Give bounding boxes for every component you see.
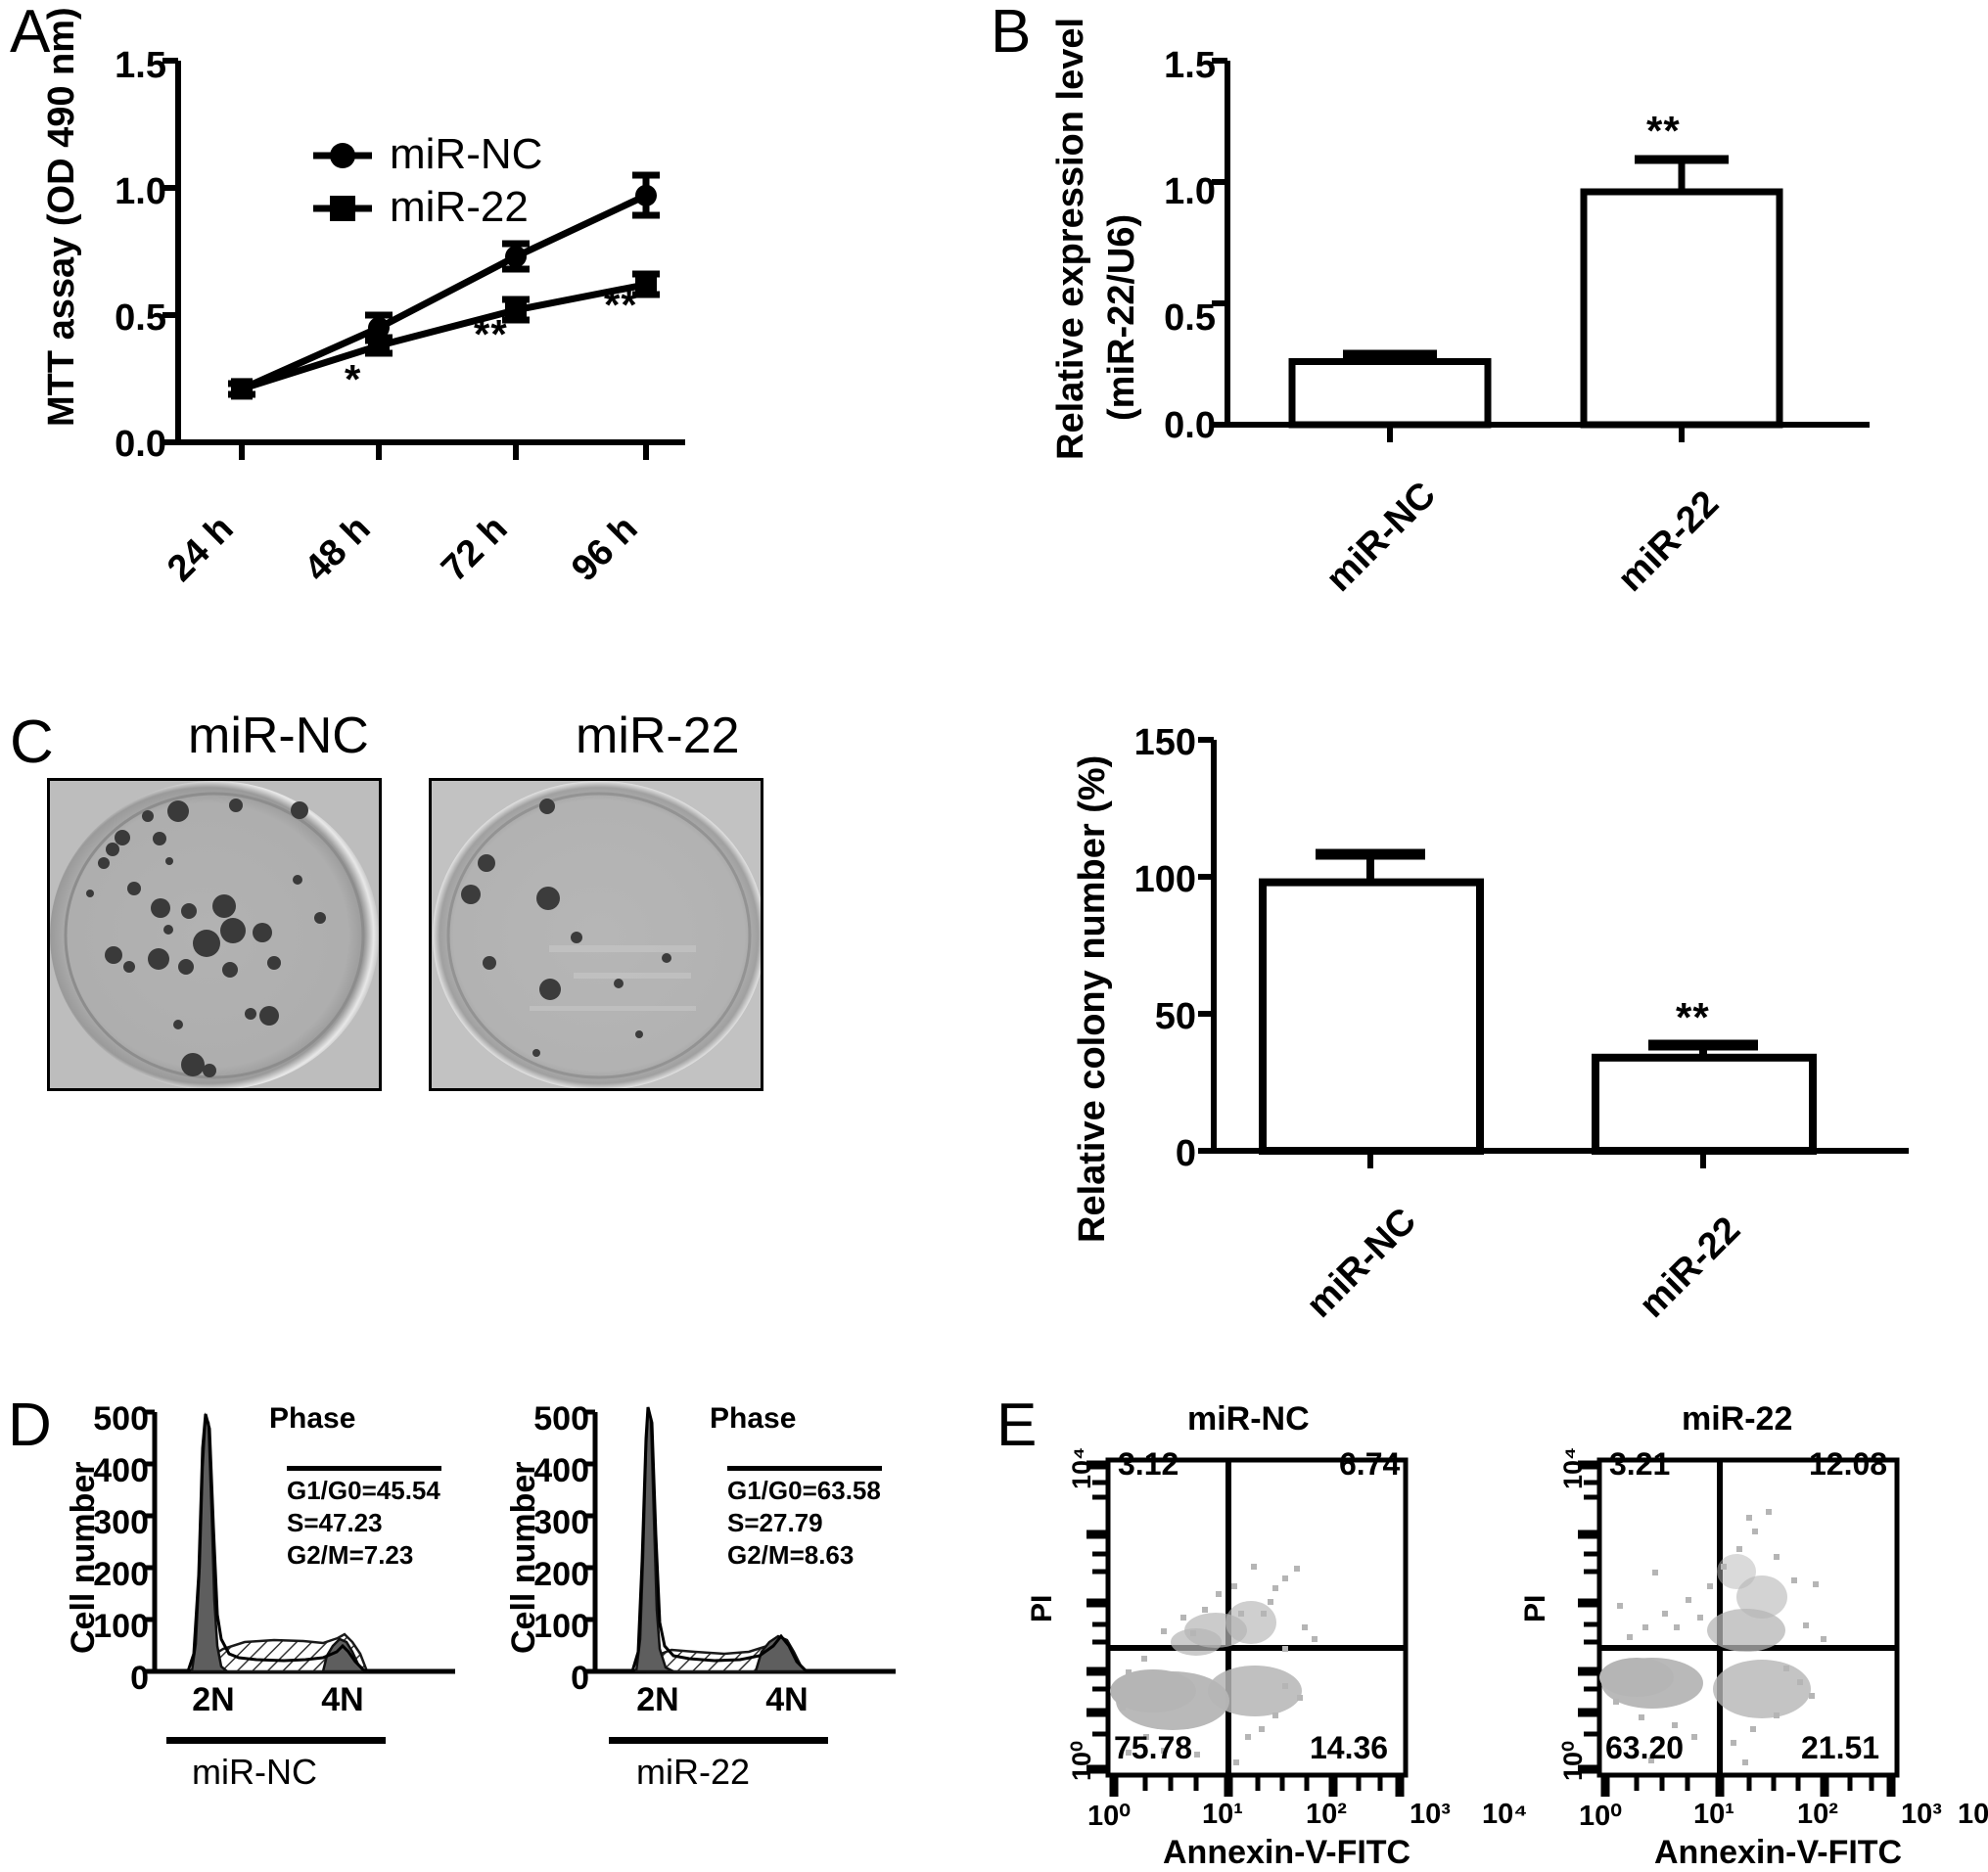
panel-a-significance-48h: * — [345, 356, 362, 402]
panel-d-right-phase-s: S=27.79 — [727, 1508, 823, 1537]
panel-d-left-group-label: miR-NC — [192, 1752, 317, 1792]
panel-b-plot — [1212, 58, 1870, 442]
panel-e-right-scatter — [1578, 1457, 1900, 1797]
panel-d-right-ytick-500: 500 — [533, 1400, 589, 1438]
panel-d-left-phase-title: Phase — [269, 1402, 356, 1435]
panel-e-left-xtick-10e1: 10¹ — [1202, 1799, 1243, 1830]
panel-d-left-xtick-2n: 2N — [192, 1681, 235, 1718]
panel-d-left-histogram — [143, 1409, 455, 1674]
panel-e-left-quadrant-upper-right: 6.74 — [1339, 1446, 1401, 1482]
panel-d-left-phase-g1: G1/G0=45.54 — [287, 1476, 440, 1505]
panel-d-left-xtick-4n: 4N — [321, 1681, 364, 1718]
panel-d-left-phase-divider — [287, 1466, 441, 1471]
panel-b-ytick-1_0: 1.0 — [1164, 171, 1216, 212]
panel-e-left-quadrant-upper-left: 3.12 — [1118, 1446, 1179, 1482]
colony-plate-image-mir-22 — [429, 778, 763, 1091]
panel-a-ytick-1_5: 1.5 — [115, 45, 166, 86]
panel-d-left-group-bracket — [166, 1737, 386, 1744]
panel-e-right-xtick-10e2: 10² — [1797, 1799, 1838, 1830]
panel-d-right-ytick-300: 300 — [533, 1504, 589, 1541]
panel-e-left-title: miR-NC — [1187, 1400, 1310, 1438]
panel-e-left-quadrant-lower-left: 75.78 — [1114, 1730, 1193, 1765]
panel-c-image-title-mir-22: miR-22 — [576, 708, 740, 764]
panel-e-left-x-axis-title: Annexin-V-FITC — [1163, 1834, 1411, 1871]
panel-d-left-ytick-300: 300 — [93, 1504, 149, 1541]
panel-a-plot — [162, 58, 685, 460]
panel-d-right-phase-g1: G1/G0=63.58 — [727, 1476, 881, 1505]
panel-a-ytick-1_0: 1.0 — [115, 171, 166, 212]
panel-e-right-xtick-10e4: 10⁴ — [1958, 1799, 1988, 1830]
panel-e-left-xtick-10e2: 10² — [1306, 1799, 1347, 1830]
panel-e-right-x-axis-title: Annexin-V-FITC — [1654, 1834, 1903, 1871]
panel-a-significance-72h: ** — [474, 311, 508, 357]
panel-e-right-quadrant-upper-left: 3.21 — [1609, 1446, 1671, 1482]
panel-e-left-xtick-10e4: 10⁴ — [1482, 1799, 1528, 1830]
panel-d-left-ytick-100: 100 — [93, 1608, 149, 1645]
panel-e-left-quadrant-lower-right: 14.36 — [1310, 1730, 1389, 1765]
panel-a-legend-label-mir-22: miR-22 — [390, 183, 529, 231]
panel-e-right-quadrant-upper-right: 12.08 — [1809, 1446, 1888, 1482]
panel-b-ytick-0_5: 0.5 — [1164, 297, 1216, 339]
panel-d-right-group-label: miR-22 — [636, 1752, 751, 1792]
panel-d-right-xtick-4n: 4N — [765, 1681, 809, 1718]
panel-d-right-phase-divider — [727, 1466, 882, 1471]
panel-e-right-xtick-10e3: 10³ — [1901, 1799, 1942, 1830]
panel-e-right-xtick-10e1: 10¹ — [1693, 1799, 1734, 1830]
panel-c-ytick-50: 50 — [1154, 996, 1196, 1037]
panel-e-right-quadrant-lower-left: 63.20 — [1605, 1730, 1685, 1765]
panel-letter-d: D — [8, 1392, 52, 1459]
panel-d-right-ytick-400: 400 — [533, 1452, 589, 1489]
panel-d-right-xtick-2n: 2N — [636, 1681, 679, 1718]
panel-d-right-ytick-200: 200 — [533, 1556, 589, 1593]
panel-a-ytick-0_0: 0.0 — [115, 424, 166, 465]
panel-d-left-phase-s: S=47.23 — [287, 1508, 383, 1537]
panel-e-left-xtick-10e0: 10⁰ — [1087, 1801, 1131, 1832]
panel-c-ytick-100: 100 — [1133, 859, 1196, 900]
panel-c-significance: ** — [1676, 994, 1710, 1040]
panel-d-right-ytick-100: 100 — [533, 1608, 589, 1645]
panel-d-right-phase-g2: G2/M=8.63 — [727, 1540, 855, 1570]
panel-c-plot — [1198, 737, 1909, 1168]
panel-e-right-quadrant-lower-right: 21.51 — [1801, 1730, 1880, 1765]
panel-c-ytick-150: 150 — [1133, 722, 1196, 763]
panel-d-left-ytick-200: 200 — [93, 1556, 149, 1593]
colony-plate-image-mir-nc — [47, 778, 382, 1091]
panel-d-left-phase-g2: G2/M=7.23 — [287, 1540, 414, 1570]
panel-a-significance-96h: ** — [604, 282, 638, 328]
panel-d-right-phase-title: Phase — [710, 1402, 797, 1435]
panel-e-right-xtick-10e0: 10⁰ — [1579, 1801, 1622, 1832]
panel-c-image-title-mir-nc: miR-NC — [188, 708, 369, 764]
panel-b-ytick-1_5: 1.5 — [1164, 45, 1216, 86]
panel-a-ytick-0_5: 0.5 — [115, 297, 166, 339]
panel-letter-c: C — [10, 708, 54, 776]
panel-letter-a: A — [10, 0, 51, 66]
panel-b-significance: ** — [1646, 108, 1681, 154]
panel-d-left-ytick-500: 500 — [93, 1400, 149, 1438]
panel-d-right-group-bracket — [609, 1737, 828, 1744]
panel-d-left-ytick-400: 400 — [93, 1452, 149, 1489]
panel-e-left-xtick-10e3: 10³ — [1410, 1799, 1451, 1830]
panel-e-left-scatter — [1086, 1457, 1409, 1797]
panel-letter-e: E — [996, 1392, 1038, 1459]
panel-a-legend-label-mir-nc: miR-NC — [390, 130, 543, 178]
panel-b-ytick-0_0: 0.0 — [1164, 405, 1216, 446]
panel-letter-b: B — [991, 0, 1032, 66]
panel-e-right-title: miR-22 — [1682, 1400, 1793, 1438]
panel-c-ytick-0: 0 — [1175, 1133, 1196, 1174]
panel-d-right-histogram — [583, 1406, 896, 1674]
